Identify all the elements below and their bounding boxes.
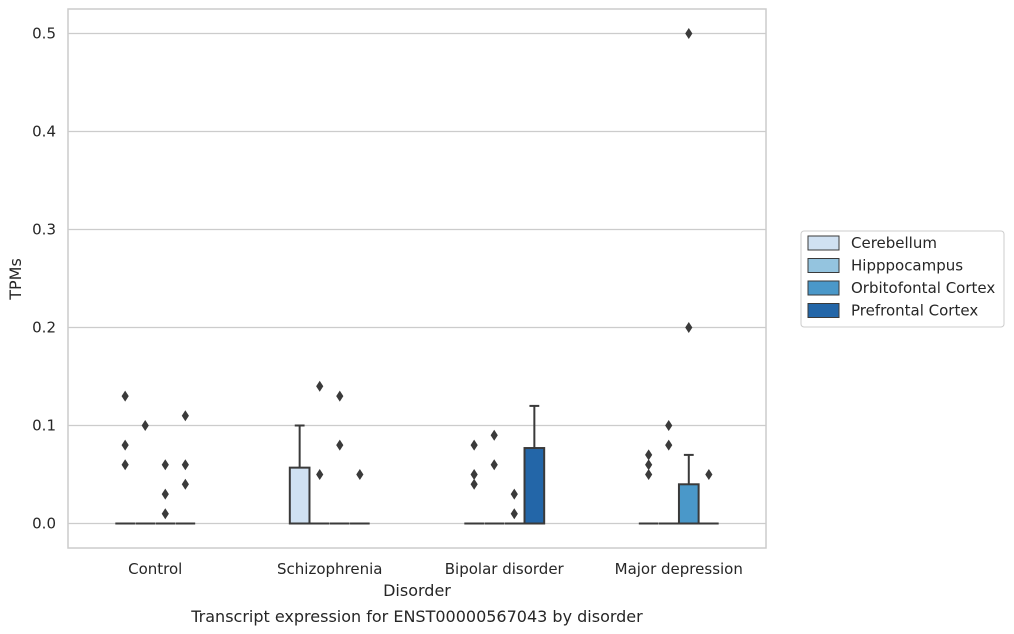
- grid-lines: [68, 32, 766, 525]
- outlier-point: [490, 429, 498, 441]
- box-hipppocampus: [658, 420, 679, 525]
- legend-swatch: [807, 235, 840, 251]
- legend-swatch: [807, 303, 840, 318]
- box-orbitofontal-cortex: [155, 459, 176, 525]
- outlier-point: [336, 390, 344, 402]
- outlier-point: [470, 469, 478, 480]
- legend-frame: [800, 230, 1005, 328]
- y-tick-label: 0.4: [32, 123, 56, 141]
- outlier-point: [645, 469, 653, 480]
- box-cerebellum: [638, 449, 659, 525]
- outlier-point: [510, 488, 518, 500]
- box-cerebellum: [288, 424, 311, 525]
- x-tick-label: Bipolar disorder: [445, 560, 565, 578]
- box-orbitofontal-cortex: [504, 488, 525, 525]
- legend-label: Hipppocampus: [851, 257, 963, 275]
- legend-swatch: [807, 258, 840, 273]
- box-body: [288, 466, 311, 525]
- outlier-point: [470, 478, 478, 490]
- x-tick-label: Major depression: [615, 560, 743, 578]
- tick-labels: 0.0 0.1 0.2 0.3 0.4 0.5 Control Schizophrenia Bi…: [32, 25, 743, 579]
- chart-marks: [115, 28, 719, 525]
- legend: Cerebellum Hipppocampus Orbitofontal Corte…: [800, 230, 1005, 328]
- outlier-point: [181, 410, 189, 422]
- box-hipppocampus: [309, 380, 330, 525]
- outlier-point: [316, 469, 324, 480]
- outlier-point: [121, 439, 129, 451]
- y-tick-label: 0.0: [32, 515, 56, 533]
- plot-area: [67, 8, 767, 549]
- box-body: [523, 447, 546, 525]
- y-tick-label: 0.1: [32, 417, 56, 435]
- outlier-point: [490, 459, 498, 471]
- outlier-point: [685, 322, 693, 333]
- outlier-point: [141, 420, 149, 431]
- outlier-point: [181, 459, 189, 471]
- x-axis-title: Disorder: [383, 581, 451, 600]
- legend-label: Orbitofontal Cortex: [851, 279, 995, 297]
- box-cerebellum: [115, 390, 135, 525]
- box-orbitofontal-cortex: [677, 28, 700, 525]
- outlier-point: [470, 439, 478, 451]
- outlier-point: [161, 488, 169, 500]
- outlier-point: [336, 439, 344, 451]
- x-tick-label: Control: [128, 560, 182, 578]
- legend-swatch: [807, 280, 840, 296]
- box-prefrontal-cortex: [699, 469, 719, 525]
- y-tick-label: 0.3: [32, 221, 56, 239]
- outlier-point: [705, 469, 713, 480]
- y-tick-label: 0.5: [32, 25, 56, 43]
- outlier-point: [356, 469, 364, 480]
- box-cerebellum: [464, 439, 484, 525]
- outlier-point: [645, 449, 653, 461]
- box-prefrontal-cortex: [175, 410, 196, 525]
- outlier-point: [161, 459, 169, 471]
- outlier-point: [510, 508, 518, 520]
- box-prefrontal-cortex: [523, 404, 546, 525]
- outlier-point: [161, 508, 169, 520]
- outlier-point: [121, 459, 129, 471]
- outlier-point: [685, 28, 693, 39]
- box-hipppocampus: [135, 420, 156, 525]
- legend-label: Cerebellum: [851, 234, 937, 252]
- box-orbitofontal-cortex: [329, 390, 350, 525]
- outlier-point: [181, 478, 189, 490]
- box-hipppocampus: [484, 429, 505, 525]
- outlier-point: [665, 420, 673, 431]
- x-tick-label: Schizophrenia: [277, 560, 382, 578]
- chart-caption: Transcript expression for ENST0000056704…: [190, 607, 643, 626]
- legend-label: Prefrontal Cortex: [851, 302, 978, 320]
- y-tick-label: 0.2: [32, 319, 56, 337]
- outlier-point: [645, 459, 653, 471]
- outlier-point: [665, 439, 673, 451]
- outlier-point: [316, 380, 324, 392]
- box-body: [677, 483, 700, 525]
- outlier-point: [121, 390, 129, 402]
- box-prefrontal-cortex: [350, 469, 370, 525]
- y-axis-title: TPMs: [6, 258, 25, 301]
